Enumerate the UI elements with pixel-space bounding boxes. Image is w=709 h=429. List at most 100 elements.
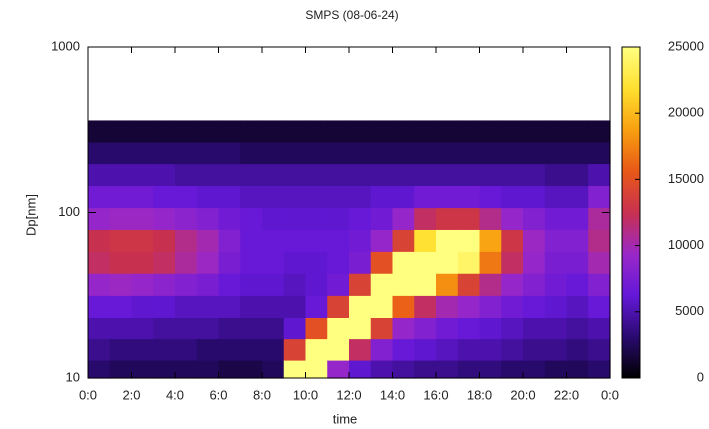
heatmap-cell [392, 338, 415, 361]
heatmap-cell [196, 163, 220, 187]
heatmap-cell [457, 273, 481, 296]
heatmap-cell [457, 295, 481, 318]
heatmap-cell [370, 207, 394, 230]
heatmap-cell [240, 185, 263, 209]
x-tick-label: 4:0 [166, 387, 184, 402]
heatmap-cell [370, 229, 394, 252]
heatmap-cell [436, 207, 459, 230]
heatmap-cell [240, 360, 263, 379]
heatmap-cell [501, 163, 524, 187]
heatmap-cell [88, 360, 111, 379]
heatmap-cell [283, 163, 307, 187]
heatmap-cell [131, 185, 154, 209]
heatmap-cell [544, 295, 568, 318]
heatmap-cell [305, 141, 328, 165]
heatmap-cell [523, 295, 546, 318]
heatmap-cell [436, 295, 459, 318]
heatmap-cell [218, 360, 241, 379]
heatmap-cell [349, 251, 372, 274]
heatmap-cell [566, 120, 589, 143]
x-axis-label: time [333, 411, 358, 426]
heatmap-cell [88, 229, 111, 252]
heatmap-cell [262, 163, 285, 187]
heatmap-cell [218, 295, 241, 318]
heatmap-cell [88, 273, 111, 296]
heatmap-cell [240, 317, 263, 340]
x-tick-label: 14:0 [380, 387, 405, 402]
heatmap-cell [349, 120, 372, 143]
heatmap-cell [588, 251, 611, 274]
heatmap-cell [457, 360, 481, 379]
heatmap-cell [153, 120, 176, 143]
heatmap-cell [436, 273, 459, 296]
heatmap-cell [457, 251, 481, 274]
heatmap-cell [218, 185, 241, 209]
heatmap-cell [566, 251, 589, 274]
heatmap-cell [196, 317, 220, 340]
heatmap-cell [262, 273, 285, 296]
heatmap-cell [88, 295, 111, 318]
heatmap-cell [262, 229, 285, 252]
heatmap-cell [109, 295, 133, 318]
heatmap-cell [523, 120, 546, 143]
heatmap-cell [436, 338, 459, 361]
heatmap-cell [153, 207, 176, 230]
heatmap-cell [327, 251, 350, 274]
heatmap-cell [218, 207, 241, 230]
heatmap-cell [218, 317, 241, 340]
heatmap-cell [131, 163, 154, 187]
heatmap-cell [109, 317, 133, 340]
heatmap-cell [262, 338, 285, 361]
heatmap-cell [349, 163, 372, 187]
heatmap-cell [283, 317, 307, 340]
heatmap-cell [305, 229, 328, 252]
heatmap-cell [370, 185, 394, 209]
heatmap-cell [370, 295, 394, 318]
heatmap-cell [479, 338, 502, 361]
heatmap-cell [436, 185, 459, 209]
heatmap-cell [414, 207, 437, 230]
heatmap-cell [544, 141, 568, 165]
heatmap-cell [218, 141, 241, 165]
colorbar-tick-label: 15000 [668, 171, 704, 186]
heatmap-cell [262, 317, 285, 340]
heatmap-cell [88, 163, 111, 187]
heatmap-cell [370, 338, 394, 361]
heatmap-cell [109, 163, 133, 187]
heatmap-cell [436, 360, 459, 379]
heatmap-cell [88, 120, 111, 143]
heatmap-cell [501, 273, 524, 296]
heatmap-cell [153, 185, 176, 209]
heatmap-cell [196, 273, 220, 296]
heatmap-cell [283, 207, 307, 230]
heatmap-cell [392, 251, 415, 274]
heatmap-cell [588, 317, 611, 340]
heatmap-cell [283, 120, 307, 143]
heatmap-cell [218, 251, 241, 274]
heatmap-cell [588, 360, 611, 379]
heatmap-cell [175, 207, 198, 230]
heatmap-cell [479, 295, 502, 318]
heatmap-cell [392, 360, 415, 379]
heatmap-cell [305, 273, 328, 296]
heatmap-cell [196, 207, 220, 230]
heatmap-cell [131, 317, 154, 340]
heatmap-cell [414, 251, 437, 274]
heatmap-cell [153, 317, 176, 340]
heatmap-cell [88, 251, 111, 274]
heatmap-cell [566, 317, 589, 340]
heatmap-cell [523, 251, 546, 274]
heatmap-cell [544, 229, 568, 252]
heatmap-cell [414, 141, 437, 165]
heatmap-cell [566, 185, 589, 209]
heatmap-cell [153, 141, 176, 165]
heatmap-cell [327, 360, 350, 379]
heatmap-cell [457, 207, 481, 230]
heatmap-cell [262, 251, 285, 274]
heatmap-cell [588, 141, 611, 165]
heatmap-cell [392, 295, 415, 318]
heatmap-cell [479, 273, 502, 296]
heatmap-cell [218, 273, 241, 296]
heatmap-cell [131, 295, 154, 318]
heatmap-cell [175, 251, 198, 274]
